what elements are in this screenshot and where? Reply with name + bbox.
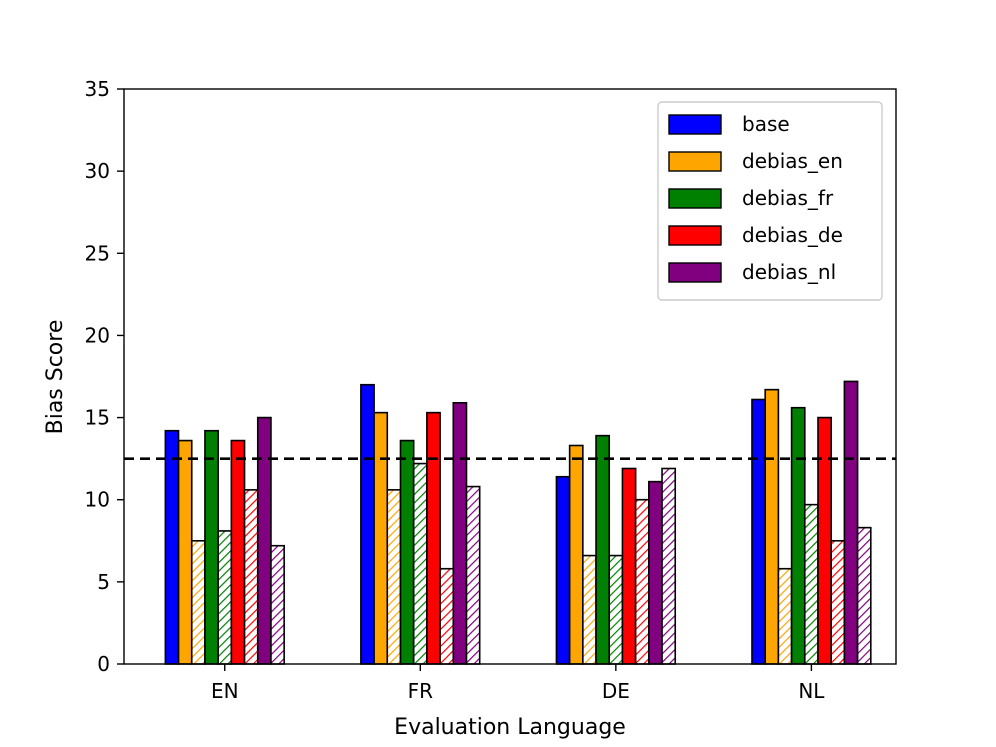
- bar-debias_de-hatched-nl: [830, 539, 846, 665]
- bar-debias_nl-solid-nl: [843, 380, 859, 665]
- bar-debias_en-hatched-de: [582, 554, 597, 665]
- bar-debias_en-solid-de: [568, 444, 584, 665]
- legend-swatch-debias_en: [668, 151, 722, 172]
- x-tick-label-fr: FR: [408, 679, 434, 703]
- bar-debias_en-hatched-nl: [777, 567, 793, 665]
- y-axis-label: Bias Score: [43, 320, 68, 435]
- y-tick-label: 5: [97, 570, 110, 594]
- legend-label-debias_en: debias_en: [742, 149, 843, 173]
- bar-debias_fr-solid-fr: [399, 439, 415, 665]
- bar-debias_nl-hatched-nl: [856, 526, 872, 665]
- bar-debias_nl-solid-fr: [452, 401, 468, 665]
- bar-debias_de-solid-nl: [817, 416, 832, 665]
- legend: base debias_en debias_fr debias_de debias_nl: [657, 101, 883, 301]
- bar-base-solid-de: [555, 475, 571, 665]
- axes-layer: 0 5 10 15 20 25 30 35 EN FR DE NL: [85, 77, 897, 703]
- legend-label-base: base: [742, 112, 790, 136]
- bar-base-solid-fr: [360, 383, 375, 665]
- x-tick-label-de: DE: [602, 679, 630, 703]
- plot-frame: [123, 88, 897, 665]
- bar-debias_de-solid-fr: [426, 411, 441, 665]
- bar-debias_en-solid-en: [177, 439, 193, 665]
- bar-debias_fr-solid-en: [204, 429, 219, 665]
- y-tick-label: 0: [97, 652, 110, 676]
- legend-swatch-debias_nl: [668, 262, 722, 283]
- y-tick-label: 25: [85, 241, 110, 265]
- x-tick-label-en: EN: [211, 679, 239, 703]
- bar-debias_en-solid-fr: [373, 411, 389, 665]
- bar-debias_de-hatched-de: [634, 498, 650, 665]
- bar-base-solid-nl: [751, 398, 766, 665]
- legend-label-debias_fr: debias_fr: [742, 186, 834, 210]
- y-tick-label: 35: [85, 77, 110, 101]
- y-tick-label: 15: [85, 406, 110, 430]
- bar-debias_nl-hatched-de: [661, 467, 677, 665]
- x-tick-label-nl: NL: [798, 679, 825, 703]
- bar-debias_fr-solid-nl: [790, 406, 806, 665]
- bar-debias_nl-solid-de: [648, 480, 663, 665]
- bar-debias_fr-solid-de: [595, 434, 611, 665]
- bar-debias_en-solid-nl: [764, 388, 780, 665]
- bar-debias_de-solid-en: [230, 439, 246, 665]
- bar-base-solid-en: [164, 429, 180, 665]
- legend-label-debias_de: debias_de: [742, 223, 843, 247]
- bar-debias_en-hatched-en: [190, 539, 206, 665]
- bar-debias_fr-hatched-fr: [412, 462, 428, 665]
- bar-debias_de-hatched-en: [243, 489, 259, 665]
- x-axis-label: Evaluation Language: [394, 715, 626, 740]
- y-tick-label: 30: [85, 159, 110, 183]
- bar-debias_nl-hatched-en: [270, 544, 285, 665]
- legend-swatch-debias_fr: [668, 188, 722, 209]
- legend-label-debias_nl: debias_nl: [742, 260, 836, 284]
- bar-debias_en-hatched-fr: [386, 489, 402, 665]
- legend-swatch-debias_de: [668, 225, 722, 246]
- bar-debias_nl-hatched-fr: [465, 485, 481, 665]
- y-tick-label: 10: [85, 488, 110, 512]
- bar-debias_nl-solid-en: [256, 416, 272, 665]
- bar-debias_fr-hatched-en: [217, 530, 233, 665]
- legend-swatch-base: [668, 114, 722, 135]
- bar-debias_de-solid-de: [621, 467, 637, 665]
- bar-debias_de-hatched-fr: [439, 567, 455, 665]
- y-tick-label: 20: [85, 323, 110, 347]
- bars-layer: [164, 380, 872, 665]
- bar-debias_fr-hatched-nl: [803, 503, 819, 665]
- bar-debias_fr-hatched-de: [608, 554, 624, 665]
